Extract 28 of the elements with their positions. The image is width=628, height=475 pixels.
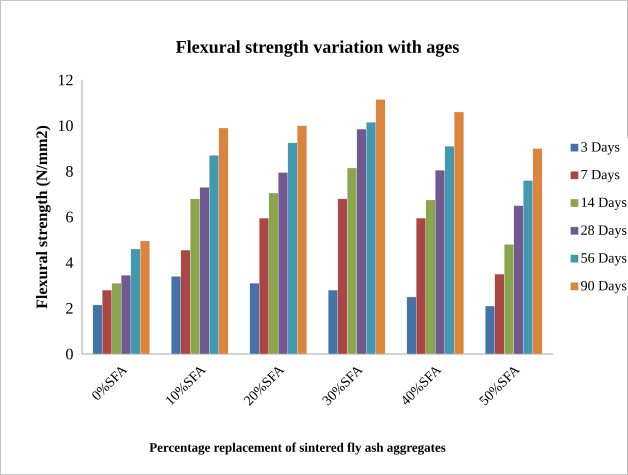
bar <box>92 304 102 354</box>
legend-label: 56 Days <box>581 253 626 266</box>
y-tick-label: 8 <box>66 166 73 177</box>
chart-title: Flexural strength variation with ages <box>176 40 459 57</box>
y-tick-label: 10 <box>58 120 73 132</box>
bar <box>376 99 386 354</box>
legend-label: 90 Days <box>581 280 626 294</box>
x-axis-title: Percentage replacement of sintered fly ash aggregates <box>149 442 446 455</box>
bar <box>328 290 338 354</box>
bar <box>218 128 228 354</box>
bar <box>297 126 307 354</box>
bar <box>171 276 181 354</box>
bar <box>485 306 495 354</box>
bar <box>406 296 416 354</box>
legend-label: 7 Days <box>582 170 620 182</box>
y-tick-label: 12 <box>58 74 73 86</box>
y-tick-label: 0 <box>66 348 73 360</box>
legend-label: 3 Days <box>581 142 620 155</box>
bar <box>454 112 464 354</box>
y-tick-label: 6 <box>66 212 73 222</box>
y-tick-label: 4 <box>66 257 74 268</box>
legend-label: 28 Days <box>581 225 626 238</box>
y-tick-label: 2 <box>66 303 73 314</box>
bar <box>140 240 150 354</box>
bar <box>250 283 260 354</box>
bar <box>532 148 542 354</box>
legend-label: 14 Days <box>582 198 626 210</box>
y-axis-title: Flexural strength (N/mm2) <box>36 126 51 309</box>
